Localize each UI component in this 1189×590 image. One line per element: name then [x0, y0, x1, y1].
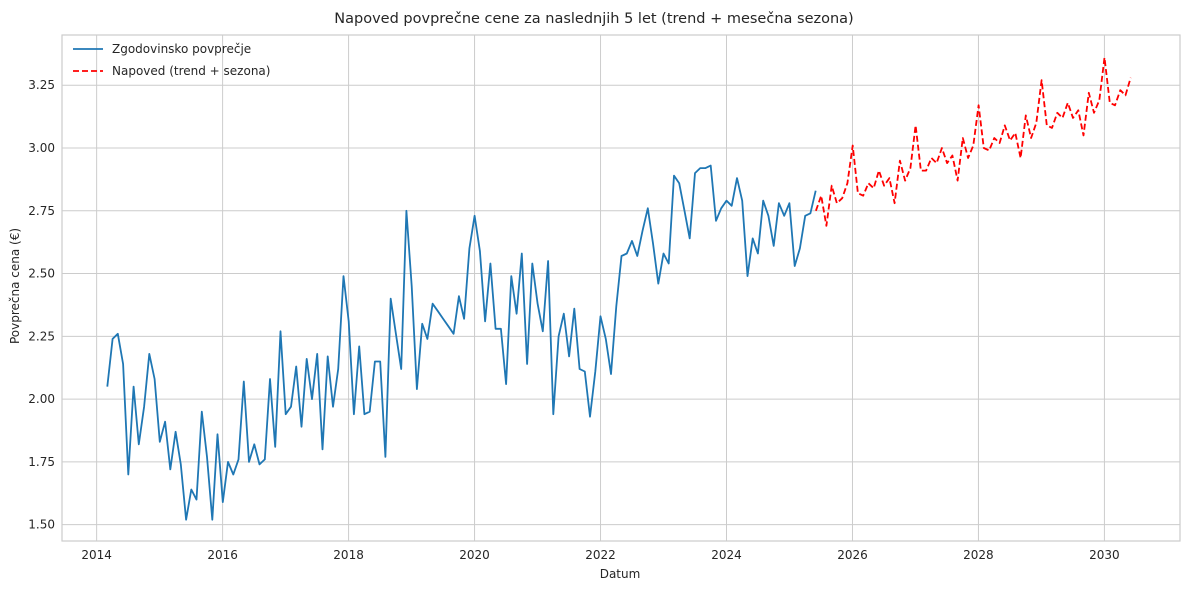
x-tick-label: 2022 — [585, 548, 616, 562]
x-tick-label: 2030 — [1089, 548, 1120, 562]
y-tick-label: 3.25 — [28, 78, 55, 92]
y-tick-label: 3.00 — [28, 141, 55, 155]
series-line-forecast — [815, 56, 1132, 227]
x-axis-label: Datum — [600, 567, 641, 581]
plot-frame — [61, 34, 1181, 542]
series-line-historical — [106, 164, 817, 521]
x-tick-label: 2024 — [711, 548, 742, 562]
y-tick-label: 2.50 — [28, 267, 55, 281]
legend-label-historical: Zgodovinsko povprečje — [112, 42, 251, 56]
chart-title: Napoved povprečne cene za naslednjih 5 l… — [334, 11, 853, 27]
y-axis-label: Povprečna cena (€) — [8, 228, 22, 344]
series-layer — [106, 56, 1132, 521]
y-tick-label: 1.75 — [28, 455, 55, 469]
y-tick-label: 1.50 — [28, 518, 55, 532]
legend-label-forecast: Napoved (trend + sezona) — [112, 64, 270, 78]
y-tick-label: 2.75 — [28, 204, 55, 218]
y-tick-label: 2.00 — [28, 392, 55, 406]
x-tick-label: 2026 — [837, 548, 868, 562]
y-tick-labels: 1.50 1.75 2.00 2.25 2.50 2.75 3.00 3.25 — [28, 78, 55, 531]
x-tick-label: 2028 — [963, 548, 994, 562]
x-tick-label: 2018 — [333, 548, 364, 562]
x-tick-labels: 2014 2016 2018 2020 2022 2024 2026 2028 2030 — [81, 548, 1119, 562]
x-tick-label: 2014 — [81, 548, 112, 562]
x-tick-label: 2020 — [459, 548, 490, 562]
legend: Zgodovinsko povprečje Napoved (trend + s… — [73, 42, 270, 78]
y-tick-label: 2.25 — [28, 329, 55, 343]
x-tick-label: 2016 — [207, 548, 238, 562]
